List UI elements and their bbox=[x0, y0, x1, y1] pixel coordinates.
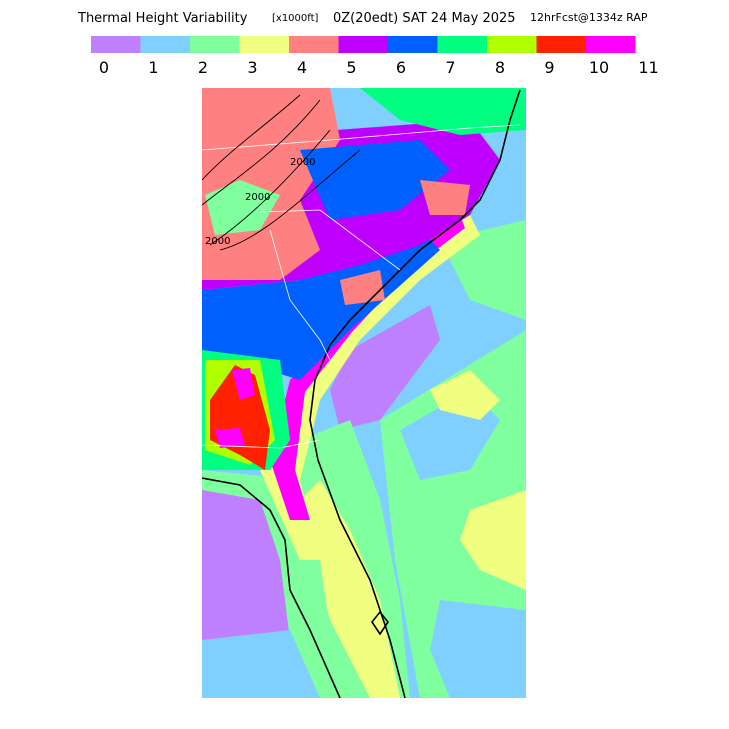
state-border bbox=[269, 229, 331, 361]
map: 2000 2000 2000 bbox=[202, 88, 526, 698]
coastline bbox=[309, 89, 521, 698]
contour-label: 2000 bbox=[245, 192, 270, 203]
contour-label: 2000 bbox=[290, 157, 315, 168]
legend-swatch bbox=[91, 36, 141, 53]
legend-label: 6 bbox=[396, 58, 406, 77]
field bbox=[460, 490, 526, 590]
legend-swatch bbox=[586, 36, 636, 53]
contour-label: 2000 bbox=[205, 236, 230, 247]
field bbox=[202, 490, 290, 660]
legend-label: 10 bbox=[589, 58, 609, 77]
contour bbox=[202, 94, 361, 251]
legend-label: 4 bbox=[297, 58, 307, 77]
field bbox=[205, 180, 280, 235]
field bbox=[215, 428, 245, 448]
legend-label: 7 bbox=[445, 58, 455, 77]
legend-swatch bbox=[338, 36, 388, 53]
color-legend: 0 1 2 3 4 5 6 7 8 9 10 11 bbox=[91, 36, 659, 77]
legend-swatch bbox=[437, 36, 487, 53]
legend-swatch bbox=[388, 36, 438, 53]
valid-time: 0Z(20edt) SAT 24 May 2025 bbox=[333, 11, 516, 26]
legend-swatch bbox=[487, 36, 537, 53]
legend-label: 3 bbox=[247, 58, 257, 77]
field bbox=[360, 88, 526, 135]
state-border bbox=[202, 439, 321, 449]
field bbox=[300, 480, 400, 698]
legend-label: 5 bbox=[346, 58, 356, 77]
state-border bbox=[202, 124, 521, 151]
lake bbox=[371, 610, 389, 636]
title: Thermal Height Variability bbox=[77, 11, 248, 26]
legend-label: 11 bbox=[638, 58, 658, 77]
field bbox=[330, 305, 440, 430]
field bbox=[420, 180, 470, 215]
coastline bbox=[202, 477, 341, 698]
legend-swatch bbox=[239, 36, 289, 53]
forecast: 12hrFcst@1334z RAP bbox=[530, 11, 648, 24]
legend-swatch bbox=[536, 36, 586, 53]
field bbox=[232, 368, 255, 400]
state-border bbox=[259, 209, 401, 271]
field bbox=[202, 630, 320, 698]
field bbox=[430, 370, 500, 420]
legend-swatch bbox=[289, 36, 339, 53]
legend-label: 0 bbox=[99, 58, 109, 77]
legend-swatch bbox=[190, 36, 240, 53]
field bbox=[202, 230, 440, 380]
legend-swatch bbox=[140, 36, 190, 53]
field bbox=[430, 600, 526, 698]
legend-label: 9 bbox=[544, 58, 554, 77]
field bbox=[300, 140, 450, 220]
units: [x1000ft] bbox=[272, 13, 319, 24]
legend-label: 1 bbox=[148, 58, 158, 77]
legend-label: 2 bbox=[198, 58, 208, 77]
legend-label: 8 bbox=[495, 58, 505, 77]
field bbox=[202, 88, 260, 130]
